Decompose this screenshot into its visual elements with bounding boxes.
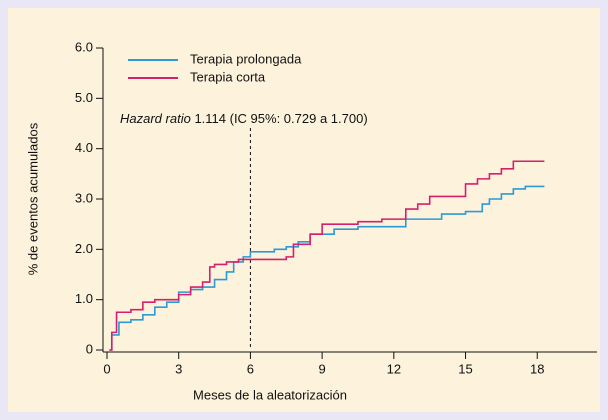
x-tick-label: 9 <box>319 361 326 376</box>
x-tick-label: 6 <box>247 361 254 376</box>
x-tick-label: 0 <box>103 361 110 376</box>
annotation-text: 1.114 (IC 95%: 0.729 a 1.700) <box>194 111 367 126</box>
y-tick-label: 4.0 <box>75 140 93 155</box>
y-axis-label: % de eventos acumulados <box>25 122 40 275</box>
y-tick-label: 6.0 <box>75 39 93 54</box>
y-tick-label: 0 <box>86 341 93 356</box>
legend-label: Terapia prolongada <box>190 51 302 66</box>
y-tick-label: 2.0 <box>75 241 93 256</box>
legend-label: Terapia corta <box>190 69 266 84</box>
y-tick-label: 1.0 <box>75 291 93 306</box>
annotation-italic: Hazard ratio <box>120 111 191 126</box>
x-tick-label: 3 <box>175 361 182 376</box>
y-tick-label: 3.0 <box>75 190 93 205</box>
x-tick-label: 15 <box>458 361 472 376</box>
x-tick-label: 12 <box>387 361 401 376</box>
x-axis-label: Meses de la aleatorización <box>193 387 347 402</box>
panel <box>8 8 600 412</box>
series-line <box>109 160 545 351</box>
y-tick-label: 5.0 <box>75 90 93 105</box>
series-line <box>109 185 545 351</box>
x-tick-label: 18 <box>530 361 544 376</box>
annotation: Hazard ratio 1.114 (IC 95%: 0.729 a 1.70… <box>120 111 368 126</box>
